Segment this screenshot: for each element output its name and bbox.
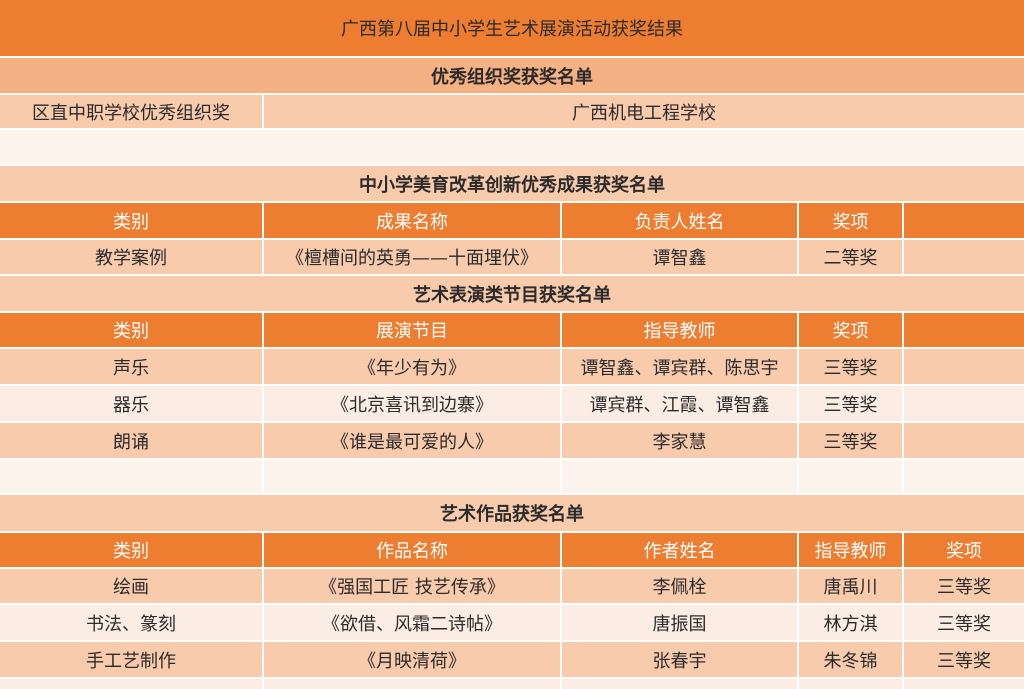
section-heading-text: 优秀组织奖获奖名单 bbox=[431, 66, 593, 88]
table-cell: 教学案例 bbox=[95, 248, 167, 269]
table-cell bbox=[902, 386, 1024, 421]
table-cell bbox=[797, 460, 902, 493]
header-row: 类别 展演节目 指导教师 奖项 bbox=[0, 313, 1024, 347]
table-cell bbox=[0, 679, 262, 689]
table-cell: 区直中职学校优秀组织奖 bbox=[32, 102, 230, 124]
table-cell: 林方淇 bbox=[797, 605, 902, 640]
table-row: 区直中职学校优秀组织奖 广西机电工程学校 bbox=[0, 95, 1024, 128]
section-heading: 艺术表演类节目获奖名单 bbox=[0, 276, 1024, 311]
table-cell: 指导教师 bbox=[560, 313, 797, 347]
table-row: 绘画 《强国工匠 技艺传承》 李佩栓 唐禹川 三等奖 bbox=[0, 569, 1024, 603]
table-cell bbox=[797, 679, 902, 689]
table-cell bbox=[902, 313, 1024, 347]
table-row: 声乐 《年少有为》 谭智鑫、谭宾群、陈思宇 三等奖 bbox=[0, 349, 1024, 384]
table-cell bbox=[902, 423, 1024, 458]
table-cell: 绘画 bbox=[113, 577, 149, 598]
table-cell bbox=[902, 349, 1024, 384]
table-cell: 书法、篆刻 bbox=[86, 613, 176, 635]
table-cell: 李佩栓 bbox=[560, 569, 797, 603]
table-row: 器乐 《北京喜讯到边寨》 谭宾群、江霞、谭智鑫 三等奖 bbox=[0, 386, 1024, 421]
section-heading: 优秀组织奖获奖名单 bbox=[0, 58, 1024, 93]
table-cell: 《年少有为》 bbox=[262, 349, 560, 384]
table-cell: 唐禹川 bbox=[797, 569, 902, 603]
table-cell: 《谁是最可爱的人》 bbox=[262, 423, 560, 458]
table-cell: 唐振国 bbox=[560, 605, 797, 640]
empty-row bbox=[0, 679, 1024, 689]
table-cell: 三等奖 bbox=[902, 642, 1024, 677]
page-title: 广西第八届中小学生艺术展演活动获奖结果 bbox=[0, 0, 1024, 56]
table-cell bbox=[902, 679, 1024, 689]
table-cell: 类别 bbox=[113, 321, 149, 342]
table-cell: 三等奖 bbox=[902, 569, 1024, 603]
table-cell: 《月映清荷》 bbox=[262, 642, 560, 677]
table-row: 朗诵 《谁是最可爱的人》 李家慧 三等奖 bbox=[0, 423, 1024, 458]
table-cell: 器乐 bbox=[113, 394, 149, 416]
table-cell bbox=[902, 240, 1024, 274]
table-cell bbox=[262, 679, 560, 689]
table-cell: 类别 bbox=[113, 211, 149, 233]
empty-row bbox=[0, 460, 1024, 493]
table-cell: 广西机电工程学校 bbox=[262, 95, 1024, 128]
section-heading-text: 艺术表演类节目获奖名单 bbox=[413, 284, 611, 306]
page-title-text: 广西第八届中小学生艺术展演活动获奖结果 bbox=[341, 19, 683, 40]
table-cell: 《北京喜讯到边寨》 bbox=[262, 386, 560, 421]
table-cell bbox=[902, 460, 1024, 493]
empty-row bbox=[0, 130, 1024, 164]
table-row: 教学案例 《檀槽间的英勇——十面埋伏》 谭智鑫 二等奖 bbox=[0, 240, 1024, 274]
table-cell bbox=[262, 460, 560, 493]
table-cell: 谭智鑫 bbox=[560, 240, 797, 274]
table-cell: 谭宾群、江霞、谭智鑫 bbox=[560, 386, 797, 421]
table-cell: 指导教师 bbox=[797, 533, 902, 567]
table-cell bbox=[560, 679, 797, 689]
section-heading: 艺术作品获奖名单 bbox=[0, 495, 1024, 531]
section-heading: 中小学美育改革创新优秀成果获奖名单 bbox=[0, 166, 1024, 201]
section-heading-text: 艺术作品获奖名单 bbox=[440, 504, 584, 525]
table-cell bbox=[902, 203, 1024, 238]
table-cell: 三等奖 bbox=[797, 349, 902, 384]
table-cell: 作者姓名 bbox=[560, 533, 797, 567]
table-cell bbox=[0, 460, 262, 493]
table-cell: 《欲借、风霜二诗帖》 bbox=[262, 605, 560, 640]
table-cell: 成果名称 bbox=[262, 203, 560, 238]
section-heading-text: 中小学美育改革创新优秀成果获奖名单 bbox=[359, 174, 665, 196]
table-cell: 朗诵 bbox=[113, 431, 149, 453]
table-cell: 声乐 bbox=[113, 357, 149, 379]
table-cell: 类别 bbox=[113, 541, 149, 562]
table-cell bbox=[0, 130, 1024, 164]
table-cell: 奖项 bbox=[902, 533, 1024, 567]
table-cell: 李家慧 bbox=[560, 423, 797, 458]
table-cell: 作品名称 bbox=[262, 533, 560, 567]
table-cell: 《强国工匠 技艺传承》 bbox=[262, 569, 560, 603]
table-row: 书法、篆刻 《欲借、风霜二诗帖》 唐振国 林方淇 三等奖 bbox=[0, 605, 1024, 640]
table-cell bbox=[560, 460, 797, 493]
table-cell: 二等奖 bbox=[797, 240, 902, 274]
table-cell: 谭智鑫、谭宾群、陈思宇 bbox=[560, 349, 797, 384]
table-row: 手工艺制作 《月映清荷》 张春宇 朱冬锦 三等奖 bbox=[0, 642, 1024, 677]
table-cell: 负责人姓名 bbox=[560, 203, 797, 238]
header-row: 类别 成果名称 负责人姓名 奖项 bbox=[0, 203, 1024, 238]
table-cell: 手工艺制作 bbox=[86, 650, 176, 672]
table-cell: 《檀槽间的英勇——十面埋伏》 bbox=[262, 240, 560, 274]
header-row: 类别 作品名称 作者姓名 指导教师 奖项 bbox=[0, 533, 1024, 567]
table-cell: 奖项 bbox=[797, 203, 902, 238]
table-cell: 三等奖 bbox=[902, 605, 1024, 640]
table-cell: 三等奖 bbox=[797, 423, 902, 458]
table-cell: 展演节目 bbox=[262, 313, 560, 347]
table-cell: 朱冬锦 bbox=[797, 642, 902, 677]
table-cell: 奖项 bbox=[797, 313, 902, 347]
table-cell: 三等奖 bbox=[797, 386, 902, 421]
table-cell: 张春宇 bbox=[560, 642, 797, 677]
